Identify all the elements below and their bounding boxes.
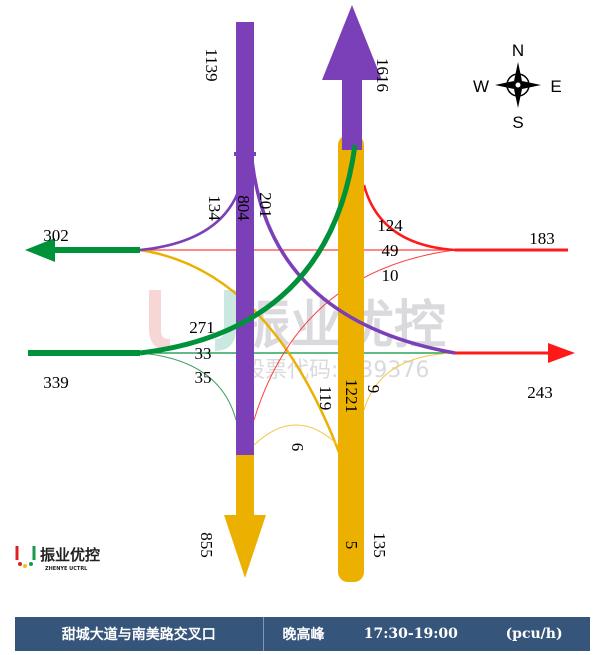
south-out-label: 855 (197, 532, 216, 558)
south-left-label: 119 (316, 386, 335, 411)
svg-text:W: W (473, 77, 489, 96)
north-right-curve (139, 159, 247, 252)
south-right-curve (363, 352, 456, 411)
north-in-label: 1139 (202, 48, 221, 81)
intersection-name: 甜城大道与南美路交叉口 (15, 617, 264, 651)
svg-text:S: S (512, 113, 523, 132)
svg-text:ZHENYE UCTRL: ZHENYE UCTRL (45, 566, 88, 572)
period-label: 晚高峰 (282, 627, 325, 643)
south-extra-label: 5 (342, 541, 361, 550)
north-out-label: 1616 (373, 58, 392, 92)
west-exit-arrow (25, 238, 55, 262)
svg-text:E: E (550, 77, 561, 96)
west-left-label: 271 (189, 318, 215, 337)
west-right-label: 35 (195, 368, 212, 387)
west-out-label: 302 (43, 226, 69, 245)
south-uturn-label: 6 (288, 443, 307, 452)
unit-label: (pcu/h) (505, 626, 563, 642)
north-left-curve (250, 159, 456, 355)
logo: 振业优控 ZHENYE UCTRL (15, 546, 100, 572)
south-approach-bar (338, 135, 364, 582)
south-in-label: 135 (370, 532, 389, 558)
east-in-label: 183 (529, 229, 555, 248)
svg-text:N: N (512, 41, 524, 60)
east-right-curve (362, 184, 456, 252)
east-exit-arrow (548, 343, 575, 363)
north-exit-arrow (322, 5, 382, 80)
south-exit-arrow (224, 515, 266, 578)
east-right-label: 124 (377, 216, 403, 235)
east-through-label: 49 (382, 241, 399, 260)
svg-text:振业优控: 振业优控 (40, 546, 100, 564)
north-right-label: 134 (205, 195, 224, 221)
south-through-label: 1221 (342, 379, 361, 413)
compass-icon: N S W E (473, 41, 562, 132)
east-out-label: 243 (527, 383, 553, 402)
west-in-label: 339 (43, 373, 69, 392)
north-left-label: 201 (256, 192, 275, 218)
south-left-curve (139, 248, 342, 456)
north-through-label: 804 (234, 195, 253, 221)
west-right-curve (139, 352, 237, 421)
footer-bar: 甜城大道与南美路交叉口 晚高峰 17:30-19:00 (pcu/h) (15, 617, 590, 651)
time-range: 17:30-19:00 (363, 626, 458, 642)
east-left-label: 10 (382, 266, 399, 285)
north-approach-bar (236, 22, 254, 455)
south-uturn-curve (253, 424, 339, 446)
west-through-label: 33 (195, 344, 212, 363)
west-left-curve (139, 144, 358, 356)
south-right-label: 9 (364, 385, 383, 394)
